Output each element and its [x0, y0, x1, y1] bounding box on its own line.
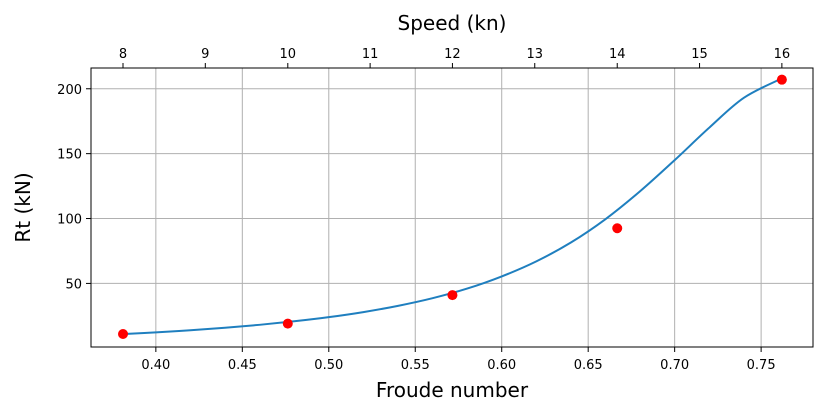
- top-tick-label: 12: [444, 47, 461, 62]
- x-axis-title: Froude number: [376, 378, 529, 402]
- y-tick-label: 150: [57, 148, 82, 163]
- x-tick-label: 0.70: [660, 358, 689, 373]
- x-tick-label: 0.75: [747, 358, 776, 373]
- top-tick-label: 13: [526, 47, 543, 62]
- y-axis-title: Rt (kN): [11, 172, 35, 242]
- series-layer: [117, 74, 787, 340]
- x-tick-label: 0.60: [487, 358, 516, 373]
- data-point: [117, 329, 128, 340]
- top-tick-label: 9: [201, 47, 209, 62]
- x-tick-label: 0.50: [314, 358, 343, 373]
- x-tick-label: 0.45: [228, 358, 257, 373]
- y-tick-label: 50: [65, 277, 82, 292]
- top-tick-label: 10: [280, 47, 297, 62]
- data-point: [447, 290, 458, 301]
- data-point: [776, 74, 787, 85]
- data-point: [612, 223, 623, 234]
- top-tick-label: 16: [774, 47, 791, 62]
- top-tick-label: 14: [609, 47, 626, 62]
- plot-frame: [90, 67, 814, 348]
- x-tick-label: 0.40: [141, 358, 170, 373]
- y-tick-label: 100: [57, 213, 82, 228]
- top-tick-label: 15: [691, 47, 708, 62]
- top-tick-label: 8: [119, 47, 127, 62]
- top-tick-label: 11: [362, 47, 379, 62]
- top-axis-title: Speed (kn): [398, 11, 507, 35]
- grid: [91, 68, 813, 347]
- y-tick-label: 200: [57, 83, 82, 98]
- data-point: [282, 318, 293, 329]
- x-tick-label: 0.55: [401, 358, 430, 373]
- x-tick-label: 0.65: [574, 358, 603, 373]
- ticks: 0.40 0.45 0.50 0.55 0.60 0.65 0.70 0.75 50 100 150…: [57, 47, 790, 373]
